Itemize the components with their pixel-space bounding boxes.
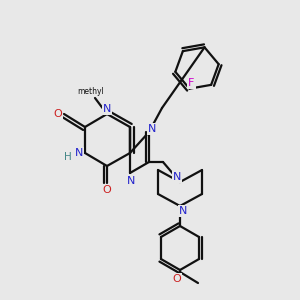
Text: N: N [127,176,135,186]
Text: N: N [148,124,156,134]
Text: O: O [54,109,62,119]
Text: N: N [103,104,111,114]
Text: N: N [179,206,187,216]
Text: N: N [75,148,83,158]
Text: O: O [172,274,182,284]
Text: methyl: methyl [78,86,104,95]
Text: H: H [64,152,72,162]
Text: O: O [103,185,111,195]
Text: N: N [173,172,181,182]
Text: F: F [188,78,195,88]
